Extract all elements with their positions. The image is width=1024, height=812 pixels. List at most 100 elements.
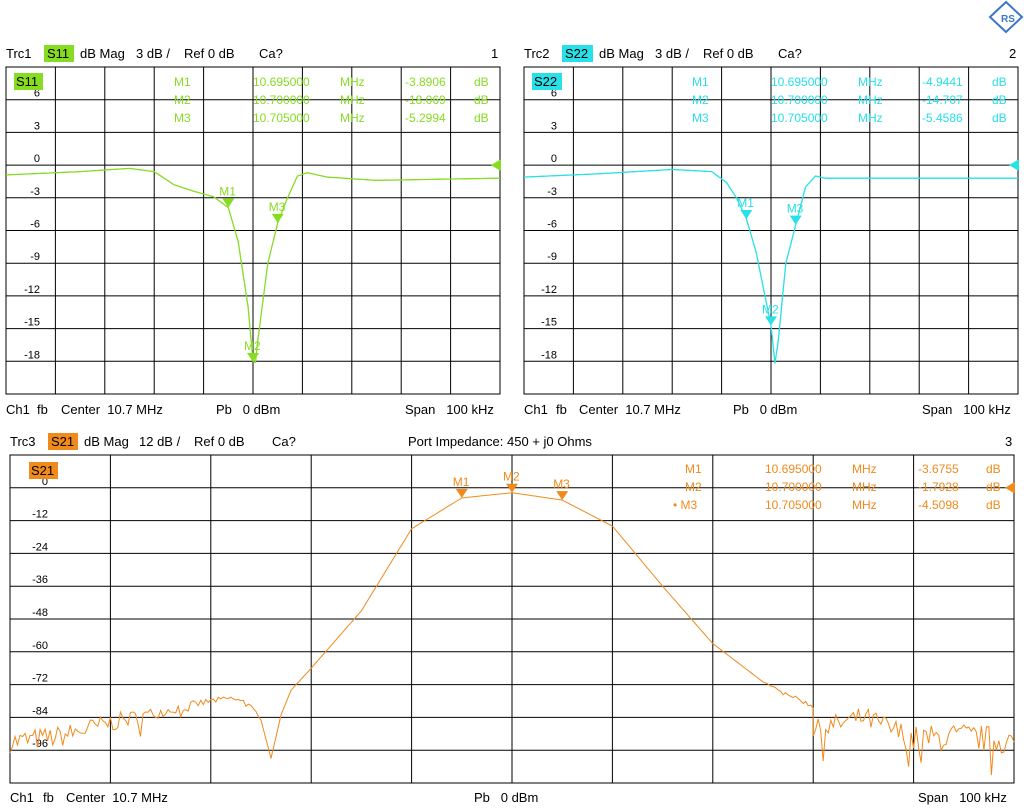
readout-frequency: 10.700000 <box>765 480 822 494</box>
readout-frequency-unit: MHz <box>340 93 365 107</box>
marker-readout-row[interactable]: M2 10.700000 MHz -14.707 dB <box>692 93 1007 107</box>
center-label[interactable]: Center 10.7 MHz <box>579 402 681 417</box>
plot-area[interactable]: 0 -12 -24 -36 -48 -60 -72 -84 -96 M1 M2 M3 S21 M1 1… <box>9 454 1015 784</box>
center-label[interactable]: Center 10.7 MHz <box>61 402 163 417</box>
trace-label-badge[interactable] <box>532 73 562 90</box>
readout-value-unit: dB <box>986 480 1001 494</box>
fb-label: fb <box>556 402 567 417</box>
marker-m3[interactable]: M3 <box>787 202 804 225</box>
readout-marker-name: M1 <box>692 75 709 89</box>
scale-label[interactable]: 3 dB / <box>655 46 689 61</box>
marker-m2[interactable]: M2 <box>503 470 520 493</box>
marker-triangle <box>271 213 284 223</box>
marker-readout-table: M1 10.695000 MHz -3.8906 dB M2 10.700000 MHz -18… <box>174 75 489 125</box>
readout-value: -5.2994 <box>405 111 446 125</box>
marker-triangles: M1 M2 M3 <box>219 185 286 363</box>
param-badge[interactable] <box>48 433 78 450</box>
panel-s11: Trc1 S11 dB Mag 3 dB / Ref 0 dB Ca? 1 6 3… <box>5 45 501 417</box>
format-label[interactable]: dB Mag <box>80 46 125 61</box>
power-label[interactable]: Pb 0 dBm <box>733 402 797 417</box>
readout-frequency: 10.705000 <box>771 111 828 125</box>
ref-label[interactable]: Ref 0 dB <box>194 434 245 449</box>
span-label[interactable]: Span 100 kHz <box>918 790 1007 805</box>
marker-readout-row[interactable]: • M3 10.705000 MHz -4.5098 dB <box>673 498 1001 512</box>
trace-label-badge[interactable] <box>14 73 43 90</box>
power-label[interactable]: Pb 0 dBm <box>474 790 538 805</box>
y-tick-label: 6 <box>551 88 557 100</box>
readout-marker-name: M3 <box>174 111 191 125</box>
marker-readout-row[interactable]: M3 10.705000 MHz -5.2994 dB <box>174 111 489 125</box>
trace-label: S11 <box>16 74 38 89</box>
y-tick-label: -96 <box>32 738 48 750</box>
y-tick-label: -12 <box>24 284 40 296</box>
marker-readout-row[interactable]: M1 10.695000 MHz -3.6755 dB <box>685 462 1001 476</box>
marker-label: M3 <box>269 200 286 214</box>
y-tick-label: -24 <box>32 541 48 553</box>
center-label[interactable]: Center 10.7 MHz <box>66 790 168 805</box>
span-label[interactable]: Span 100 kHz <box>922 402 1011 417</box>
marker-readout-table: M1 10.695000 MHz -4.9441 dB M2 10.700000 MHz -14… <box>692 75 1007 125</box>
format-label[interactable]: dB Mag <box>599 46 644 61</box>
trace-name: Trc2 <box>524 46 550 61</box>
marker-triangle <box>740 209 753 219</box>
readout-value-unit: dB <box>992 111 1007 125</box>
plot-area[interactable]: 6 3 0 -3 -6 -9 -12 -15 -18 M1 M2 M3 S22 M1 10.69500… <box>523 66 1019 395</box>
marker-readout-row[interactable]: M3 10.705000 MHz -5.4586 dB <box>692 111 1007 125</box>
ref-level-arrow <box>1005 481 1015 494</box>
marker-triangle <box>247 353 259 363</box>
y-tick-label: -12 <box>32 509 48 521</box>
ref-label[interactable]: Ref 0 dB <box>184 46 235 61</box>
span-label[interactable]: Span 100 kHz <box>405 402 494 417</box>
y-tick-label: -72 <box>32 673 48 685</box>
y-tick-label: -9 <box>30 251 40 263</box>
readout-value-unit: dB <box>474 75 489 89</box>
readout-frequency: 10.695000 <box>765 462 822 476</box>
trace-label: S21 <box>31 463 54 478</box>
y-tick-label: -15 <box>541 317 557 329</box>
marker-m1[interactable]: M1 <box>219 185 236 208</box>
trace-name: Trc3 <box>10 434 36 449</box>
readout-value: -14.707 <box>922 93 963 107</box>
param-label: S21 <box>51 434 74 449</box>
ref-label[interactable]: Ref 0 dB <box>703 46 754 61</box>
y-tick-label: -15 <box>24 317 40 329</box>
cal-label: Ca? <box>778 46 802 61</box>
y-tick-label: 0 <box>551 153 557 165</box>
marker-m1[interactable]: M1 <box>737 196 754 219</box>
format-label[interactable]: dB Mag <box>84 434 129 449</box>
plot-area[interactable]: 6 3 0 -3 -6 -9 -12 -15 -18 M1 M2 M3 S11 M1 10.69500… <box>5 66 501 395</box>
y-axis-ticks: 0 -12 -24 -36 -48 -60 -72 -84 -96 <box>32 476 48 750</box>
marker-m3[interactable]: M3 <box>553 477 570 501</box>
power-label[interactable]: Pb 0 dBm <box>216 402 280 417</box>
ref-level-arrow <box>1009 159 1019 172</box>
fb-label: fb <box>43 790 54 805</box>
marker-m2[interactable]: M2 <box>244 339 261 363</box>
param-badge[interactable] <box>562 45 593 62</box>
trace-label-badge[interactable] <box>29 462 58 479</box>
marker-triangle <box>556 491 569 501</box>
param-label: S22 <box>565 46 588 61</box>
cal-label: Ca? <box>272 434 296 449</box>
ref-level-arrow <box>491 159 501 172</box>
marker-readout-row[interactable]: M1 10.695000 MHz -4.9441 dB <box>692 75 1007 89</box>
y-tick-label: -84 <box>32 705 48 717</box>
marker-readout-row[interactable]: M1 10.695000 MHz -3.8906 dB <box>174 75 489 89</box>
marker-readout-row[interactable]: M2 10.700000 MHz -1.7928 dB <box>685 480 1001 494</box>
param-badge[interactable] <box>44 45 74 62</box>
y-tick-label: -60 <box>32 640 48 652</box>
readout-frequency-unit: MHz <box>852 462 877 476</box>
marker-m2[interactable]: M2 <box>762 302 779 326</box>
readout-value: -1.7928 <box>918 480 959 494</box>
marker-triangle <box>765 316 777 326</box>
svg-text:RS: RS <box>1001 14 1015 25</box>
scale-label[interactable]: 3 dB / <box>136 46 170 61</box>
marker-m1[interactable]: M1 <box>453 475 470 498</box>
marker-readout-row[interactable]: M2 10.700000 MHz -18.069 dB <box>174 93 489 107</box>
y-tick-label: -6 <box>547 219 557 231</box>
window-number: 2 <box>1009 46 1016 61</box>
marker-triangles: M1 M2 M3 <box>453 470 570 501</box>
scale-label[interactable]: 12 dB / <box>139 434 181 449</box>
readout-frequency: 10.695000 <box>771 75 828 89</box>
marker-m3[interactable]: M3 <box>269 200 286 223</box>
